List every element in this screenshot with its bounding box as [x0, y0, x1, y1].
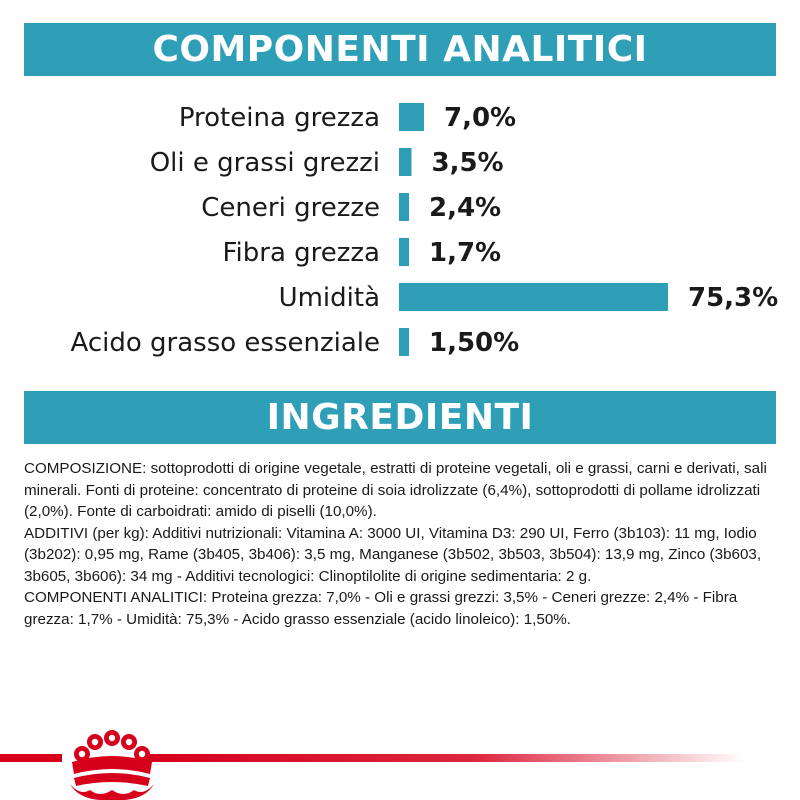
chart-bar — [399, 103, 425, 131]
ingredients-analytic: COMPONENTI ANALITICI: Proteina grezza: 7… — [24, 589, 738, 628]
section-title-analytic: COMPONENTI ANALITICI — [152, 29, 648, 70]
ingredients-additives: ADDITIVI (per kg): Additivi nutrizionali… — [24, 524, 762, 585]
section-header-ingredients: INGREDIENTI — [24, 391, 776, 444]
chart-bar — [399, 148, 412, 176]
chart-value-label: 1,7% — [429, 238, 501, 268]
chart-value-label: 75,3% — [688, 283, 778, 313]
chart-category-label: Fibra grezza — [222, 238, 380, 268]
section-header-analytic: COMPONENTI ANALITICI — [24, 23, 776, 76]
footer-brand — [0, 730, 746, 800]
footer-red-line-right — [146, 754, 746, 762]
chart-bar — [399, 238, 409, 266]
chart-bar — [399, 193, 409, 221]
chart-category-label: Acido grasso essenziale — [71, 328, 381, 358]
chart-category-label: Proteina grezza — [179, 103, 380, 133]
chart-value-label: 7,0% — [444, 103, 516, 133]
chart-category-label: Umidità — [279, 283, 380, 313]
chart-value-label: 1,50% — [429, 328, 519, 358]
chart-category-label: Oli e grassi grezzi — [150, 148, 380, 178]
chart-bar — [399, 328, 409, 356]
chart-value-label: 3,5% — [432, 148, 504, 178]
chart-category-label: Ceneri grezze — [201, 193, 380, 223]
ingredients-composition: COMPOSIZIONE: sottoprodotti di origine v… — [24, 460, 767, 520]
section-title-ingredients: INGREDIENTI — [266, 397, 534, 438]
chart-value-label: 2,4% — [429, 193, 501, 223]
footer-red-line-left — [0, 754, 62, 762]
ingredients-text: COMPOSIZIONE: sottoprodotti di origine v… — [24, 458, 776, 630]
analytic-bar-chart: Proteina grezza 7,0% Oli e grassi grezzi 3,… — [71, 103, 778, 358]
chart-bar — [399, 283, 668, 311]
royal-canin-crown-icon — [70, 730, 154, 800]
